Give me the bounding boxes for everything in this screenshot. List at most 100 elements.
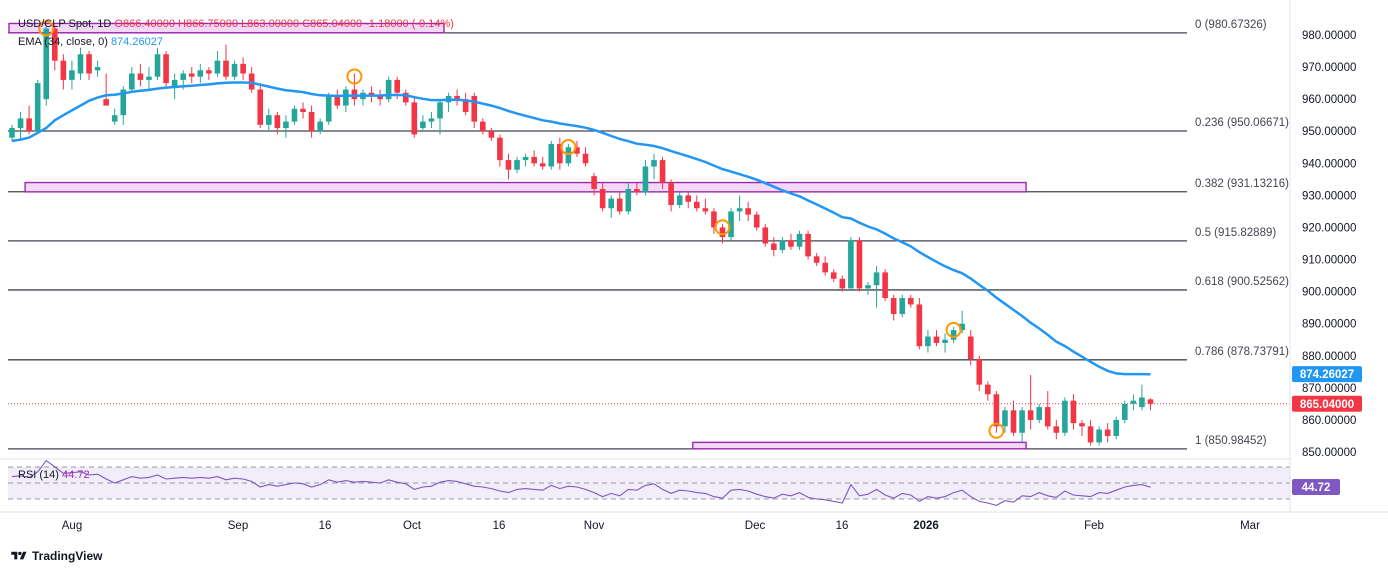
candle-body[interactable] bbox=[163, 54, 169, 84]
candle-body[interactable] bbox=[762, 227, 769, 244]
candle-body[interactable] bbox=[702, 208, 709, 212]
price-axis[interactable]: 980.00000 970.00000 960.00000 950.00000 940.… bbox=[1302, 30, 1356, 459]
candle-body[interactable] bbox=[471, 95, 478, 122]
candle-body[interactable] bbox=[257, 89, 264, 125]
candle-body[interactable] bbox=[1070, 400, 1077, 424]
candle-body[interactable] bbox=[154, 54, 161, 77]
candle-body[interactable] bbox=[325, 95, 332, 122]
candle-body[interactable] bbox=[129, 73, 135, 90]
candle-body[interactable] bbox=[343, 89, 349, 106]
candle-body[interactable] bbox=[1096, 429, 1102, 443]
candle-body[interactable] bbox=[111, 115, 118, 122]
candle-body[interactable] bbox=[745, 208, 751, 215]
ema-legend[interactable]: EMA (34, close, 0) 874.26027 bbox=[18, 35, 163, 49]
candle-body[interactable] bbox=[377, 95, 383, 100]
candle-body[interactable] bbox=[548, 144, 555, 167]
candle-body[interactable] bbox=[856, 240, 863, 289]
candle-body[interactable] bbox=[805, 233, 811, 257]
candle-body[interactable] bbox=[1139, 397, 1145, 408]
candle-body[interactable] bbox=[420, 121, 426, 129]
candle-body[interactable] bbox=[300, 108, 306, 112]
candle-body[interactable] bbox=[86, 54, 92, 74]
candle-body[interactable] bbox=[634, 188, 640, 193]
candle-body[interactable] bbox=[899, 298, 906, 315]
candle-body[interactable] bbox=[608, 198, 614, 209]
candle-body[interactable] bbox=[557, 144, 563, 164]
symbol-title[interactable]: USD/CLP Spot, 1D bbox=[18, 18, 112, 30]
candle-body[interactable] bbox=[351, 89, 358, 100]
candle-body[interactable] bbox=[1079, 423, 1085, 427]
candle-body[interactable] bbox=[488, 131, 495, 138]
candle-body[interactable] bbox=[771, 243, 777, 250]
candle-body[interactable] bbox=[1044, 407, 1051, 427]
candle-body[interactable] bbox=[848, 240, 854, 289]
candle-body[interactable] bbox=[1130, 400, 1137, 404]
candle-body[interactable] bbox=[17, 118, 24, 129]
tradingview-brand[interactable]: TradingView bbox=[10, 549, 102, 563]
candle-body[interactable] bbox=[266, 115, 272, 125]
candle-body[interactable] bbox=[625, 188, 632, 212]
candle-body[interactable] bbox=[736, 208, 743, 212]
candle-body[interactable] bbox=[942, 339, 948, 343]
candle-body[interactable] bbox=[214, 60, 221, 74]
candle-body[interactable] bbox=[103, 99, 109, 106]
candle-body[interactable] bbox=[248, 73, 255, 90]
candle-body[interactable] bbox=[180, 73, 186, 80]
candle-body[interactable] bbox=[402, 92, 409, 103]
candle-body[interactable] bbox=[206, 70, 212, 74]
candle-body[interactable] bbox=[779, 240, 786, 250]
candle-body[interactable] bbox=[385, 79, 392, 100]
candle-body[interactable] bbox=[480, 121, 486, 132]
candle-body[interactable] bbox=[505, 160, 512, 170]
time-axis[interactable]: Aug Sep 16 Oct 16 Nov Dec 16 2026 Feb Mar bbox=[62, 520, 1260, 532]
candle-body[interactable] bbox=[1002, 410, 1008, 427]
candle-body[interactable] bbox=[967, 336, 974, 359]
candle-body[interactable] bbox=[197, 70, 204, 77]
candle-body[interactable] bbox=[959, 323, 965, 331]
candle-body[interactable] bbox=[1087, 426, 1094, 443]
candle-body[interactable] bbox=[60, 60, 67, 80]
candle-body[interactable] bbox=[1019, 410, 1025, 433]
candle-body[interactable] bbox=[497, 137, 503, 161]
candle-body[interactable] bbox=[591, 176, 597, 189]
candle-body[interactable] bbox=[719, 227, 726, 238]
rsi-pane[interactable] bbox=[8, 459, 1290, 506]
candle-body[interactable] bbox=[908, 298, 914, 305]
candle-body[interactable] bbox=[334, 95, 341, 106]
candle-body[interactable] bbox=[582, 153, 589, 164]
candle-body[interactable] bbox=[428, 118, 435, 122]
candle-body[interactable] bbox=[599, 188, 606, 209]
candle-body[interactable] bbox=[240, 63, 246, 74]
candle-body[interactable] bbox=[522, 156, 529, 161]
candle-body[interactable] bbox=[146, 76, 152, 80]
candle-body[interactable] bbox=[950, 330, 957, 340]
candle-body[interactable] bbox=[308, 111, 315, 132]
candle-body[interactable] bbox=[454, 95, 460, 100]
candle-body[interactable] bbox=[52, 28, 58, 61]
candle-body[interactable] bbox=[43, 28, 50, 100]
candle-body[interactable] bbox=[616, 198, 623, 212]
candle-body[interactable] bbox=[574, 147, 580, 154]
candle-body[interactable] bbox=[728, 211, 734, 238]
candle-body[interactable] bbox=[890, 298, 897, 315]
candle-body[interactable] bbox=[137, 73, 144, 80]
candle-body[interactable] bbox=[120, 89, 127, 116]
rsi-line[interactable] bbox=[11, 459, 1151, 506]
candle-body[interactable] bbox=[642, 166, 649, 193]
candle-body[interactable] bbox=[796, 233, 803, 247]
candle-body[interactable] bbox=[34, 83, 41, 132]
candle-body[interactable] bbox=[1010, 410, 1017, 433]
candle-body[interactable] bbox=[925, 336, 931, 347]
candle-body[interactable] bbox=[976, 358, 983, 385]
candle-body[interactable] bbox=[69, 70, 75, 80]
candle-body[interactable] bbox=[865, 285, 871, 289]
candle-body[interactable] bbox=[668, 182, 674, 206]
candle-body[interactable] bbox=[531, 156, 537, 164]
candle-body[interactable] bbox=[171, 79, 178, 87]
candle-body[interactable] bbox=[933, 336, 940, 343]
candle-body[interactable] bbox=[274, 115, 281, 129]
candle-body[interactable] bbox=[694, 201, 700, 209]
candle-body[interactable] bbox=[283, 121, 289, 129]
candle-body[interactable] bbox=[1062, 400, 1068, 433]
